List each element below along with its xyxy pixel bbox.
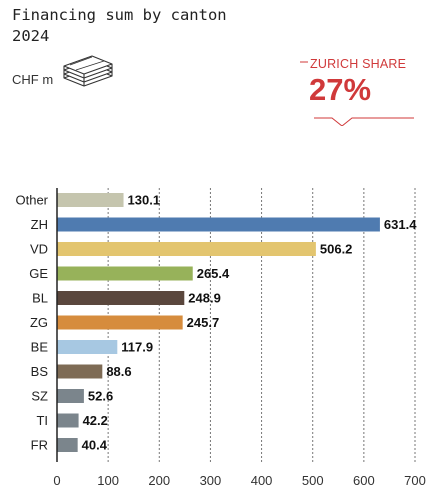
bar-VD <box>57 242 316 256</box>
bar-GE <box>57 266 193 281</box>
category-label-SZ: SZ <box>31 389 48 404</box>
banknote-stack-icon <box>63 55 113 87</box>
bar-BL <box>57 291 185 305</box>
category-label-ZH: ZH <box>31 217 48 232</box>
value-label-TI: 42.2 <box>83 413 108 428</box>
bar-ZH <box>57 217 380 232</box>
zurich-share-value: 27% <box>309 72 372 107</box>
bar-TI <box>57 413 79 428</box>
x-tick-label-100: 100 <box>97 473 119 488</box>
value-label-ZG: 245.7 <box>187 315 220 330</box>
value-label-SZ: 52.6 <box>88 389 113 404</box>
category-label-BL: BL <box>32 291 48 306</box>
value-label-Other: 130.1 <box>128 193 161 208</box>
bar-SZ <box>57 389 84 403</box>
value-label-BS: 88.6 <box>106 364 131 379</box>
axis: 0 100 200 300 400 500 600 700 <box>53 188 426 488</box>
category-label-VD: VD <box>30 242 48 257</box>
x-tick-label-200: 200 <box>148 473 170 488</box>
bar-BE <box>57 340 118 354</box>
category-label-FR: FR <box>31 438 48 453</box>
x-tick-label-0: 0 <box>53 473 60 488</box>
zurich-share-bracket <box>300 61 414 126</box>
category-label-Other: Other <box>15 193 48 208</box>
category-label-BE: BE <box>31 340 49 355</box>
category-label-ZG: ZG <box>30 315 48 330</box>
category-label-GE: GE <box>29 266 48 281</box>
bar-FR <box>57 438 78 452</box>
chart-title: Financing sum by canton 2024 <box>12 5 227 47</box>
value-label-BL: 248.9 <box>188 291 221 306</box>
bars: Other 130.1 ZH 631.4 VD 506.2 GE 265.4 BL 248.9 ZG… <box>15 193 417 453</box>
bar-Other <box>57 193 124 207</box>
value-label-GE: 265.4 <box>197 266 230 281</box>
x-tick-label-600: 600 <box>353 473 375 488</box>
unit-label: CHF m <box>12 72 54 87</box>
value-label-VD: 506.2 <box>320 242 353 257</box>
category-label-TI: TI <box>36 413 48 428</box>
value-label-FR: 40.4 <box>82 438 108 453</box>
bar-BS <box>57 364 103 379</box>
category-label-BS: BS <box>31 364 49 379</box>
value-label-BE: 117.9 <box>121 340 153 355</box>
chart-title-line2: 2024 <box>12 27 50 45</box>
value-label-ZH: 631.4 <box>384 217 417 232</box>
x-tick-label-300: 300 <box>200 473 222 488</box>
chart-title-line1: Financing sum by canton <box>12 6 227 24</box>
x-tick-label-500: 500 <box>302 473 324 488</box>
x-tick-label-700: 700 <box>404 473 426 488</box>
x-tick-label-400: 400 <box>251 473 273 488</box>
zurich-share-label: ZURICH SHARE <box>310 57 407 71</box>
bar-ZG <box>57 315 183 330</box>
